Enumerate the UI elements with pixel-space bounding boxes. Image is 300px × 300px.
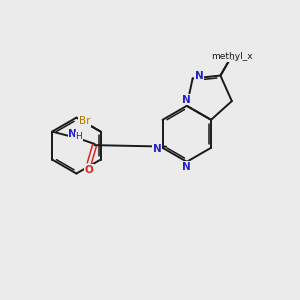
Text: N: N	[153, 144, 162, 154]
Text: N: N	[195, 70, 203, 80]
Text: N: N	[182, 162, 191, 172]
Text: methyl_text: methyl_text	[0, 299, 1, 300]
Text: methyl_clear: methyl_clear	[231, 58, 240, 60]
Text: Br: Br	[79, 116, 90, 126]
Text: methyl_x: methyl_x	[212, 52, 253, 61]
Text: O: O	[84, 165, 93, 175]
Text: N: N	[68, 129, 77, 139]
Text: H: H	[76, 132, 82, 141]
Text: methyl: methyl	[229, 55, 234, 56]
Text: methyl_label: methyl_label	[232, 56, 241, 58]
Text: methyl_f: methyl_f	[233, 56, 239, 58]
Text: N: N	[182, 95, 190, 105]
